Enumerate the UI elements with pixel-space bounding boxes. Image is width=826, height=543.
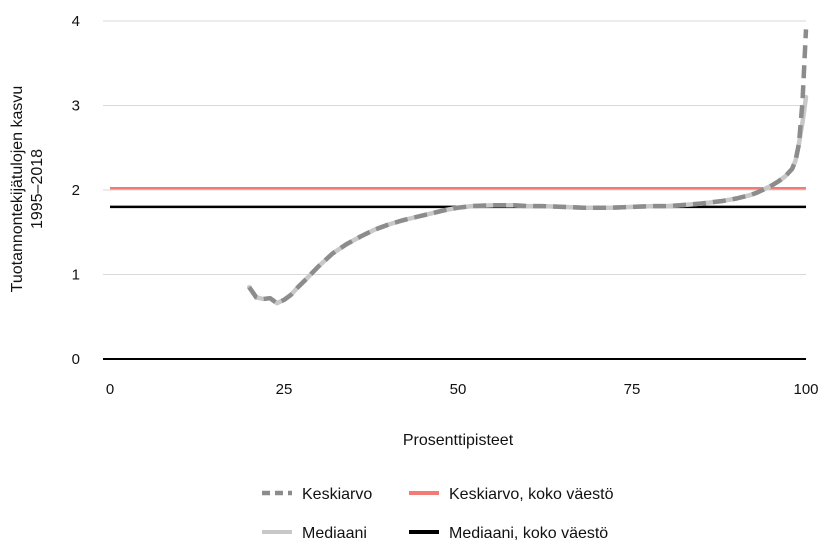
series-layer	[110, 29, 809, 306]
series-line-keskiarvo	[247, 29, 809, 306]
y-tick-label: 4	[72, 13, 80, 30]
y-tick-label: 1	[72, 267, 80, 284]
x-tick-label: 75	[624, 381, 641, 398]
legend: Keskiarvo Keskiarvo, koko väestö Mediaani M…	[262, 486, 614, 542]
legend-label-mediaani: Mediaani	[302, 525, 367, 542]
y-axis-title-line-1: Tuotannontekijätulojen kasvu	[9, 86, 26, 293]
x-axis: 0 25 50 75 100	[103, 358, 819, 398]
gridlines	[103, 20, 806, 275]
x-tick-label: 25	[276, 381, 293, 398]
y-tick-label: 0	[72, 351, 80, 368]
y-axis-title-line-2: 1995–2018	[29, 149, 46, 229]
x-tick-label: 100	[793, 381, 818, 398]
y-axis: 0 1 2 3 4	[72, 13, 80, 368]
y-tick-label: 3	[72, 98, 80, 115]
x-tick-label: 50	[450, 381, 467, 398]
x-axis-title: Prosenttipisteet	[403, 432, 514, 449]
y-tick-label: 2	[72, 182, 80, 199]
legend-label-mediaani-koko-v-est: Mediaani, koko väestö	[449, 525, 608, 542]
legend-label-keskiarvo-koko-v-est: Keskiarvo, koko väestö	[449, 486, 614, 503]
legend-label-keskiarvo: Keskiarvo	[302, 486, 372, 503]
x-tick-label: 0	[106, 381, 114, 398]
